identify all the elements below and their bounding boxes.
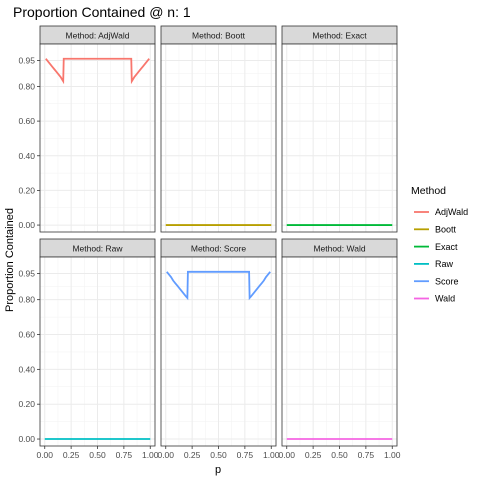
legend: Method AdjWald Boott Exact Raw Score Wald — [411, 185, 468, 304]
x-tick-label: 0.25 — [63, 450, 80, 460]
x-tick-label: 0.25 — [305, 450, 322, 460]
x-tick-label: 0.50 — [331, 450, 348, 460]
facet-panels: Method: AdjWald0.000.200.400.600.800.95M… — [18, 25, 401, 460]
series-line-adjwald — [45, 57, 150, 85]
facet-strip-label: Method: Exact — [312, 31, 367, 41]
x-tick-label: 0.00 — [157, 450, 174, 460]
facet-strip-label: Method: Boott — [192, 31, 246, 41]
legend-label-wald: Wald — [435, 294, 455, 304]
facet-raw: Method: Raw 0.00 0.20 0.40 0.60 0.80 0.95 0.00 0… — [18, 238, 159, 460]
y-tick-label: 0.20 — [18, 185, 35, 195]
x-tick-label: 1.00 — [263, 450, 280, 460]
y-axis-title: Proportion Contained — [4, 208, 16, 312]
x-tick-label: 0.00 — [36, 450, 53, 460]
y-tick-label: 0.40 — [18, 151, 35, 161]
y-tick-label: 0.40 — [18, 364, 35, 374]
legend-label-adjwald: AdjWald — [435, 207, 468, 217]
series-line-score — [166, 270, 271, 301]
legend-label-raw: Raw — [435, 259, 454, 269]
panel-border — [160, 43, 277, 233]
x-tick-label: 0.50 — [89, 450, 106, 460]
x-tick-label: 0.50 — [210, 450, 227, 460]
x-tick-label: 1.00 — [142, 450, 159, 460]
facet-strip-label: Method: Wald — [313, 244, 365, 254]
chart-title: Proportion Contained @ n: 1 — [13, 4, 191, 20]
x-tick-label: 0.75 — [358, 450, 375, 460]
x-axis-title: p — [215, 464, 221, 476]
y-tick-label: 0.95 — [18, 269, 35, 279]
facet-strip-label: Method: AdjWald — [66, 31, 130, 41]
y-tick-label: 0.60 — [18, 330, 35, 340]
legend-label-boott: Boott — [435, 225, 457, 235]
x-tick-label: 0.75 — [237, 450, 254, 460]
x-tick-label: 0.00 — [278, 450, 295, 460]
facet-exact: Method: Exact — [281, 25, 398, 233]
y-tick-label: 0.20 — [18, 399, 35, 409]
facet-boott: Method: Boott — [160, 25, 277, 233]
legend-label-exact: Exact — [435, 242, 458, 252]
y-tick-label: 0.80 — [18, 81, 35, 91]
panel-border — [39, 43, 156, 233]
y-tick-label: 0.60 — [18, 116, 35, 126]
facet-wald: Method: Wald 0.00 0.25 0.50 0.75 1.00 — [278, 238, 401, 460]
legend-title: Method — [411, 185, 446, 197]
panel-border — [281, 43, 398, 233]
y-tick-label: 0.00 — [18, 434, 35, 444]
x-tick-label: 0.25 — [184, 450, 201, 460]
x-tick-label: 0.75 — [116, 450, 133, 460]
y-tick-label: 0.95 — [18, 55, 35, 65]
y-tick-label: 0.80 — [18, 295, 35, 305]
x-tick-label: 1.00 — [384, 450, 401, 460]
facet-strip-label: Method: Raw — [72, 244, 123, 254]
facet-score: Method: Score 0.00 0.25 0.50 0.75 1.00 — [157, 238, 280, 460]
y-tick-label: 0.00 — [18, 220, 35, 230]
legend-label-score: Score — [435, 276, 459, 286]
facet-strip-label: Method: Score — [191, 244, 247, 254]
facet-adjwald: Method: AdjWald 0.00 0.20 0.40 0.60 0.80 0.95 — [18, 25, 156, 233]
